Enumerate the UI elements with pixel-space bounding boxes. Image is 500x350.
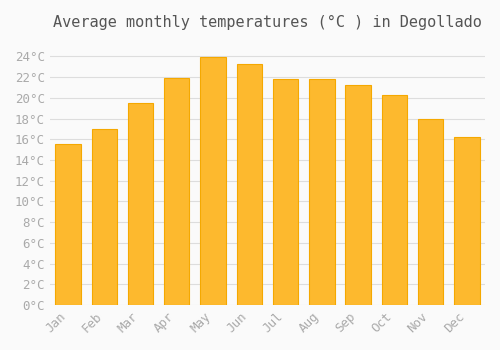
Bar <box>56 145 80 305</box>
Bar <box>200 57 226 305</box>
Title: Average monthly temperatures (°C ) in Degollado: Average monthly temperatures (°C ) in De… <box>53 15 482 30</box>
Bar <box>418 119 444 305</box>
Bar <box>236 64 262 305</box>
Bar <box>164 78 190 305</box>
Bar <box>92 129 117 305</box>
Bar <box>346 85 371 305</box>
Bar <box>382 95 407 305</box>
Bar <box>454 137 479 305</box>
Bar <box>309 79 334 305</box>
Bar <box>273 79 298 305</box>
Bar <box>128 103 153 305</box>
